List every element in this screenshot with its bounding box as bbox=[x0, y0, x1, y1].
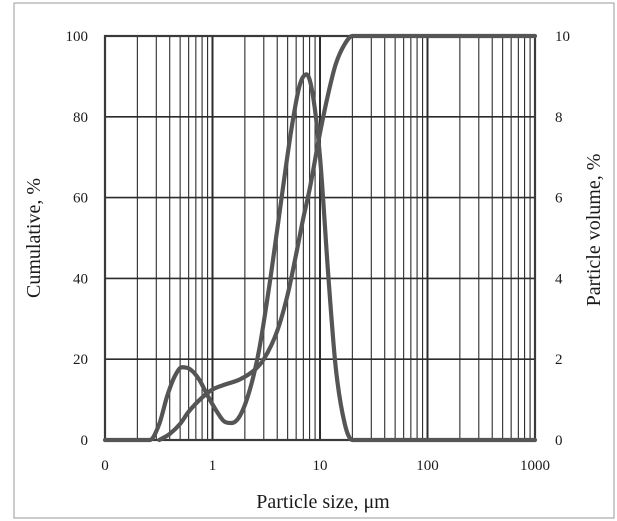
plot-area-frame bbox=[103, 34, 537, 442]
y-left-tick-label: 20 bbox=[73, 352, 88, 368]
x-axis-ticks: 0 1 10 100 1000 bbox=[101, 458, 550, 474]
y-right-tick-label: 6 bbox=[555, 191, 563, 207]
x-tick-label: 0 bbox=[101, 458, 109, 474]
x-tick-label: 100 bbox=[416, 458, 439, 474]
y-left-tick-label: 80 bbox=[73, 110, 88, 126]
y-left-tick-label: 40 bbox=[73, 271, 88, 287]
y-right-tick-label: 10 bbox=[555, 29, 570, 45]
chart-border bbox=[13, 2, 615, 519]
y-left-tick-label: 60 bbox=[73, 191, 88, 207]
y-right-axis-label: Particle volume, % bbox=[583, 154, 605, 307]
x-tick-label: 1000 bbox=[520, 458, 550, 474]
y-left-tick-label: 0 bbox=[81, 433, 89, 449]
y-right-tick-label: 0 bbox=[555, 433, 563, 449]
x-axis-label: Particle size, μm bbox=[256, 491, 390, 513]
cumulative-line bbox=[157, 33, 538, 443]
x-tick-label: 10 bbox=[313, 458, 328, 474]
y-right-axis-ticks: 0 2 4 6 8 10 bbox=[555, 29, 570, 449]
y-left-axis-label: Cumulative, % bbox=[23, 178, 45, 298]
x-tick-label: 1 bbox=[209, 458, 217, 474]
series-lines bbox=[102, 33, 538, 443]
y-right-tick-label: 4 bbox=[555, 271, 563, 287]
y-left-axis-ticks: 0 20 40 60 80 100 bbox=[66, 29, 89, 449]
grid-lines bbox=[105, 36, 535, 440]
y-right-tick-label: 8 bbox=[555, 110, 563, 126]
y-left-tick-label: 100 bbox=[66, 29, 89, 45]
particle-volume-line bbox=[102, 72, 538, 443]
y-right-tick-label: 2 bbox=[555, 352, 563, 368]
